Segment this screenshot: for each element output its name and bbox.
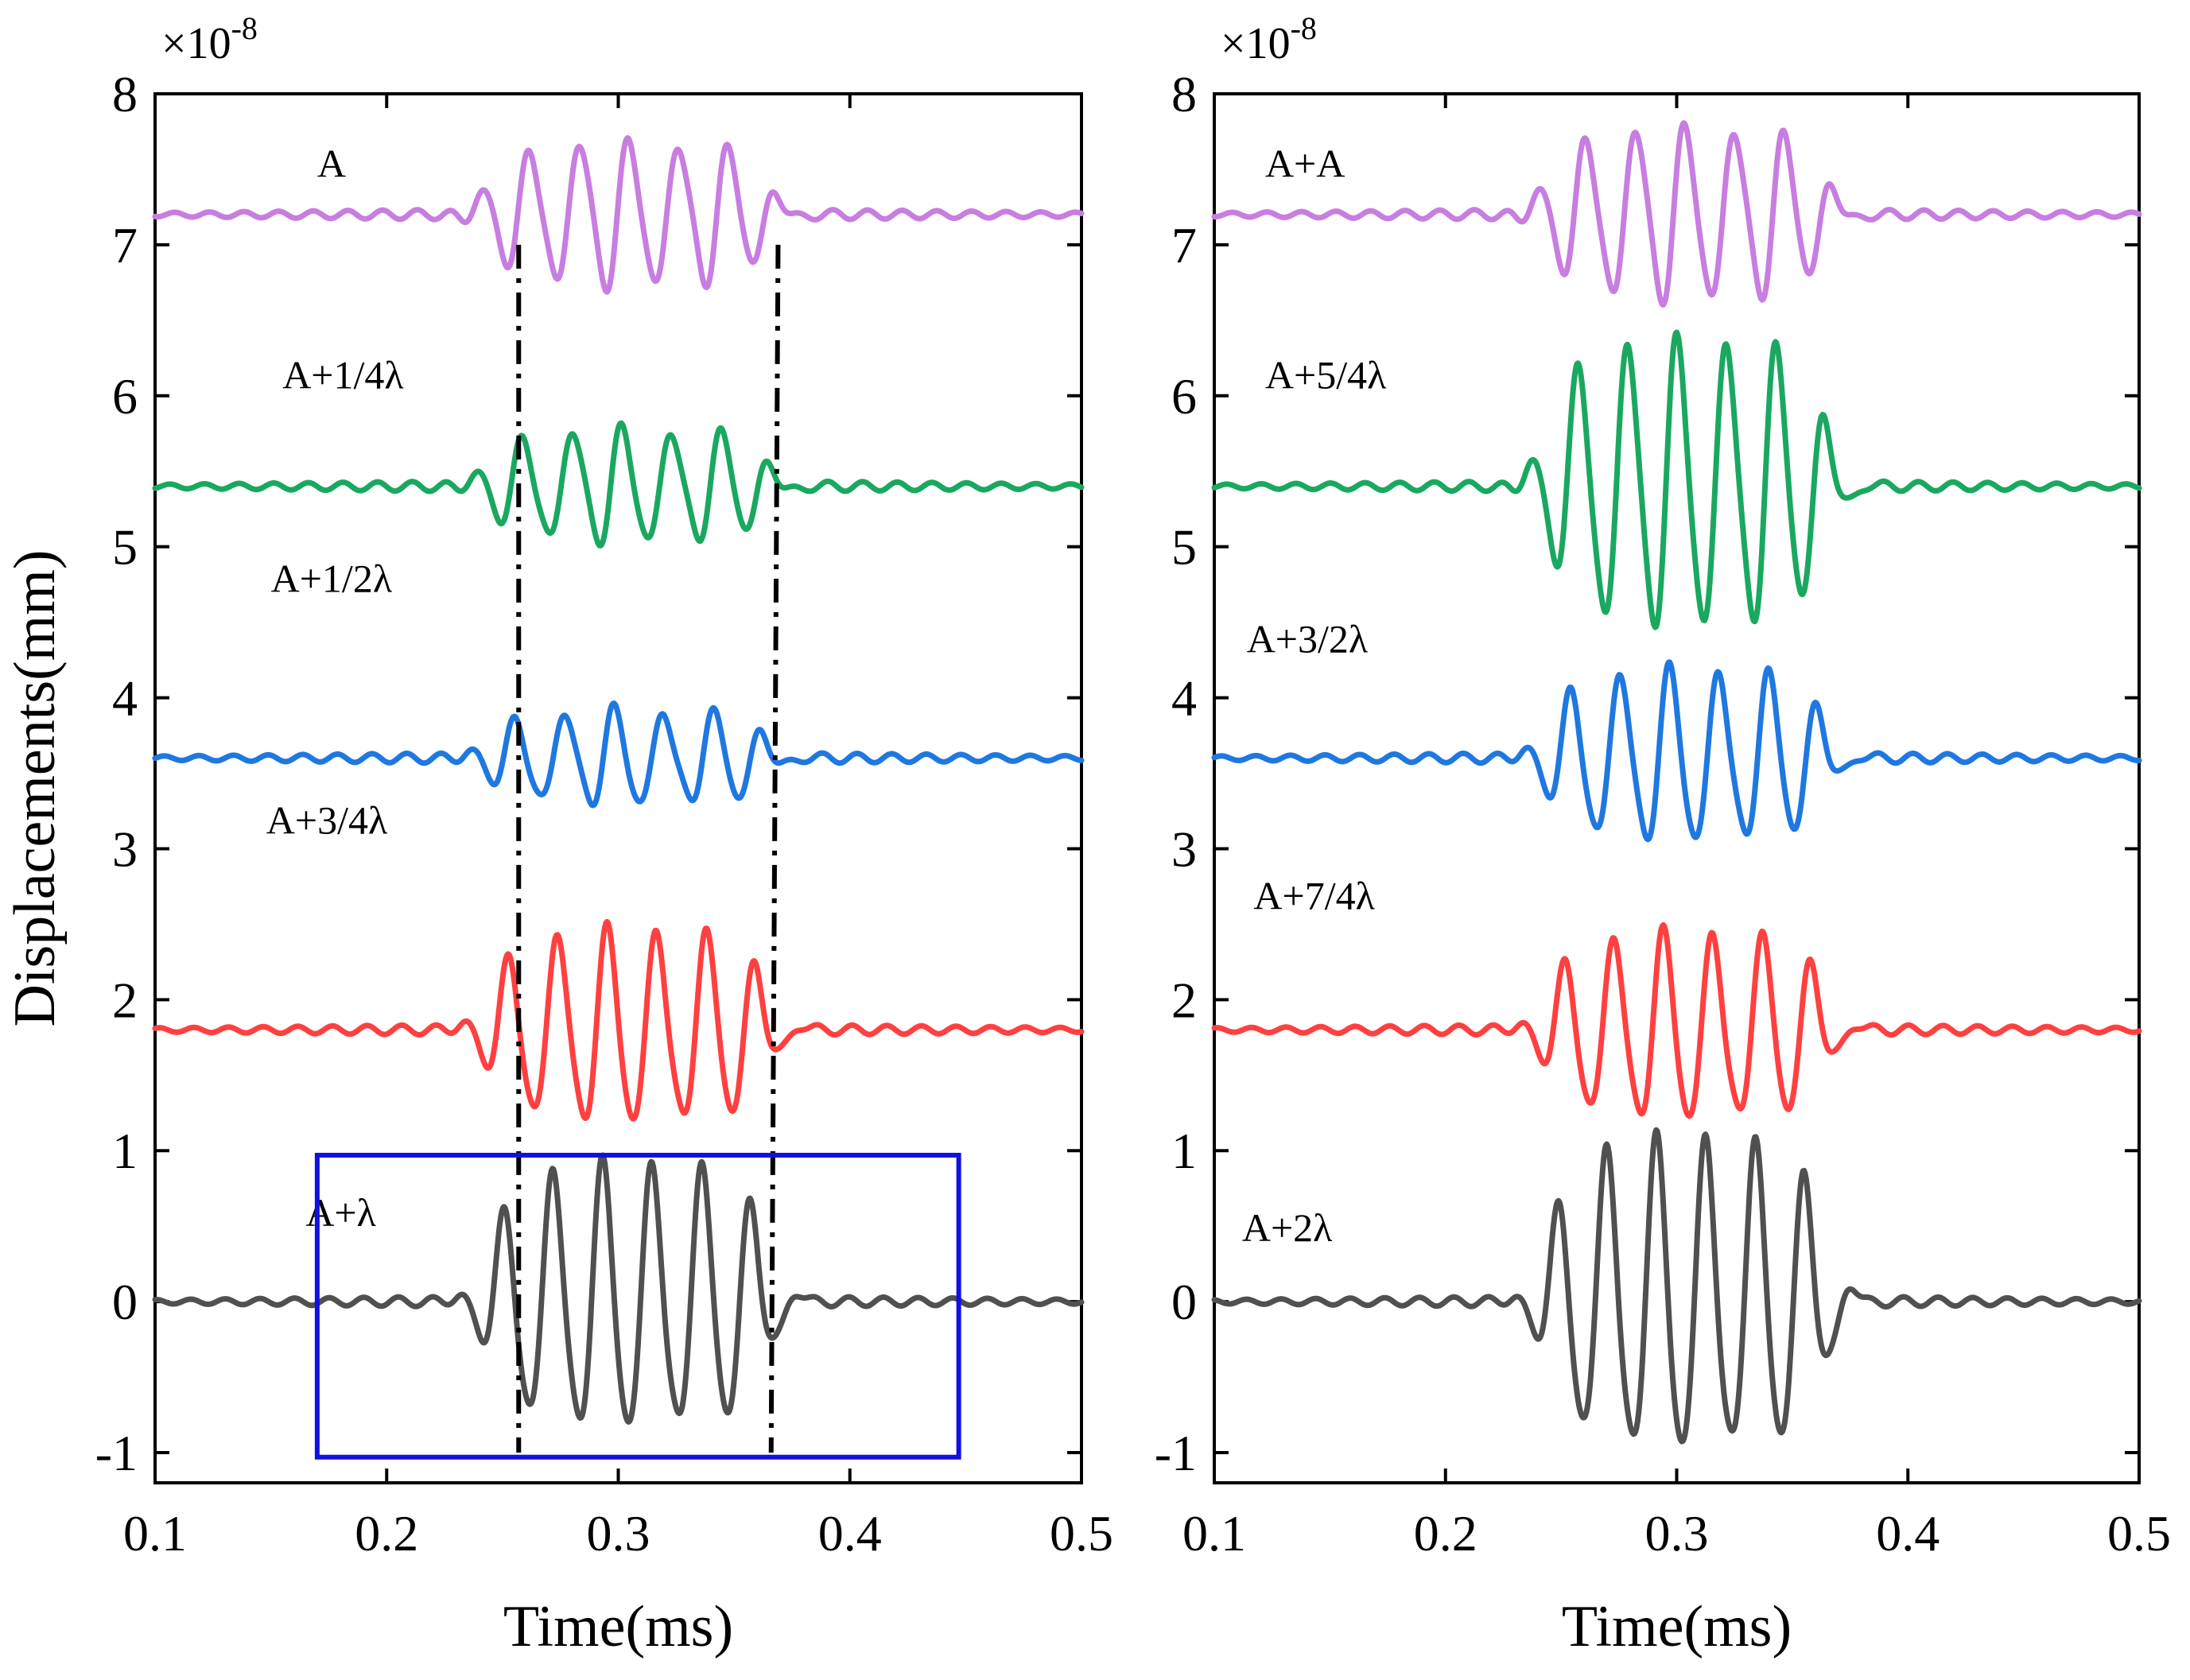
guide-line-1 bbox=[768, 244, 781, 1453]
trace-0 bbox=[152, 135, 1085, 295]
x-tick-label: 0.2 bbox=[1414, 1505, 1477, 1562]
x-tick-label: 0.3 bbox=[1645, 1505, 1709, 1562]
trace-4 bbox=[1211, 1127, 2142, 1445]
scale-factor-label: ×10-8 bbox=[1221, 10, 1317, 68]
y-tick-label: 5 bbox=[1171, 519, 1197, 576]
y-tick-label: 8 bbox=[112, 66, 138, 122]
y-tick-label: 8 bbox=[1171, 66, 1197, 122]
x-tick-label: 0.1 bbox=[1182, 1505, 1246, 1562]
x-tick-label: 0.3 bbox=[587, 1505, 650, 1562]
y-tick-label: 7 bbox=[112, 217, 138, 274]
y-tick-label: 3 bbox=[1171, 821, 1197, 877]
series-label-1: A+1/4λ bbox=[282, 352, 403, 397]
scale-factor-label: ×10-8 bbox=[161, 10, 258, 68]
trace-1 bbox=[1211, 329, 2142, 630]
highlight-box bbox=[314, 1152, 961, 1460]
series-label-2: A+3/2λ bbox=[1247, 617, 1368, 662]
y-tick-label: 6 bbox=[1171, 368, 1197, 425]
y-tick-label: 4 bbox=[1171, 670, 1197, 727]
x-tick-label: 0.4 bbox=[818, 1505, 882, 1562]
x-tick-label: 0.5 bbox=[2107, 1505, 2171, 1562]
trace-2 bbox=[152, 700, 1085, 809]
y-tick-label: 1 bbox=[1171, 1123, 1197, 1179]
series-label-0: A+A bbox=[1265, 141, 1345, 185]
y-tick-label: 7 bbox=[1171, 217, 1197, 274]
series-label-2: A+1/2λ bbox=[271, 557, 392, 601]
x-axis-title: Time(ms) bbox=[1562, 1594, 1792, 1659]
series-label-0: A bbox=[317, 141, 346, 185]
y-tick-label: -1 bbox=[1155, 1425, 1197, 1481]
y-tick-label: 3 bbox=[112, 821, 138, 877]
y-tick-label: 2 bbox=[112, 972, 138, 1028]
trace-0 bbox=[1211, 120, 2142, 308]
y-tick-label: 5 bbox=[112, 519, 138, 576]
y-tick-label: 0 bbox=[112, 1274, 138, 1330]
trace-1 bbox=[152, 420, 1085, 549]
x-tick-label: 0.2 bbox=[355, 1505, 418, 1562]
y-tick-label: -1 bbox=[95, 1425, 138, 1481]
panel-right: -1 0 1 2 3 4 5 6 7 8 0.1 0.2 0.3 0.4 0.5 ×10-8 Time(ms) A… bbox=[1155, 10, 2171, 1659]
series-label-3: A+7/4λ bbox=[1253, 873, 1374, 918]
x-tick-label: 0.4 bbox=[1876, 1505, 1940, 1562]
y-tick-label: 2 bbox=[1171, 972, 1197, 1028]
y-tick-label: 0 bbox=[1171, 1274, 1197, 1330]
x-tick-label: 0.1 bbox=[123, 1505, 187, 1562]
y-tick-label: 6 bbox=[112, 368, 138, 425]
x-axis-title: Time(ms) bbox=[503, 1594, 733, 1659]
y-axis-title: Displacements(mm) bbox=[2, 549, 68, 1026]
panel-left: -1 0 1 2 3 4 5 6 7 8 0.1 0.2 0.3 0.4 0.5 ×10-8 Time(ms) D… bbox=[2, 10, 1113, 1659]
y-tick-label: 1 bbox=[112, 1123, 138, 1179]
trace-2 bbox=[1211, 659, 2142, 843]
x-tick-label: 0.5 bbox=[1050, 1505, 1113, 1562]
trace-3 bbox=[1211, 921, 2142, 1119]
y-tick-label: 4 bbox=[112, 670, 138, 727]
plot-frame bbox=[1213, 92, 2141, 1484]
series-label-3: A+3/4λ bbox=[266, 797, 387, 842]
series-label-1: A+5/4λ bbox=[1265, 352, 1386, 397]
trace-3 bbox=[152, 918, 1085, 1122]
plot-frame bbox=[153, 92, 1083, 1484]
trace-4 bbox=[152, 1152, 1085, 1425]
series-label-4: A+2λ bbox=[1242, 1205, 1333, 1250]
